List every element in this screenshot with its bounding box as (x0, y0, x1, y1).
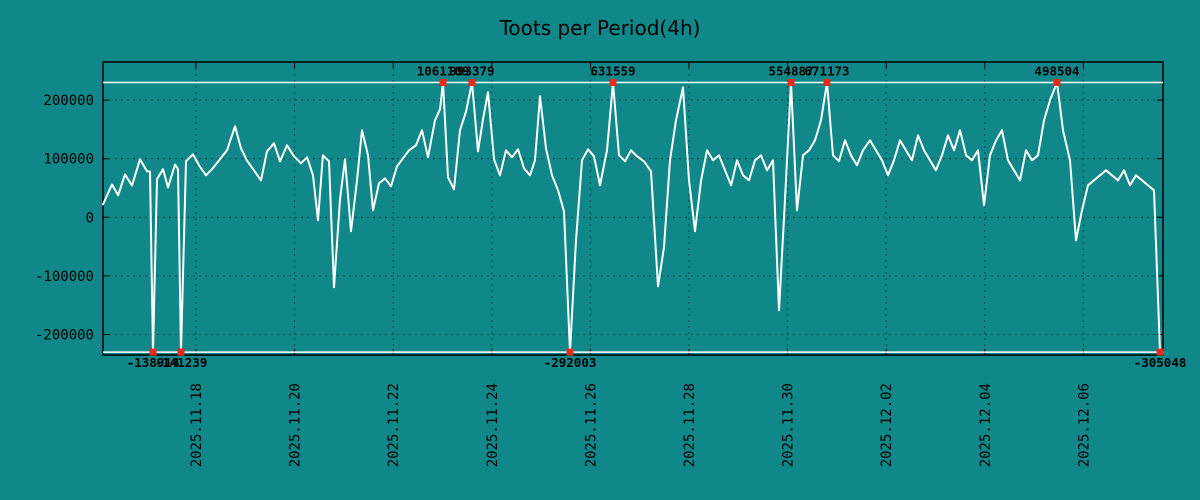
x-tick-label: 2025.11.26 (583, 383, 599, 467)
extreme-value-label: -292003 (544, 355, 597, 370)
clip-marker (566, 348, 574, 356)
y-tick-label: -100000 (35, 269, 94, 285)
chart-title: Toots per Period(4h) (499, 16, 701, 40)
x-tick-label: 2025.12.04 (978, 383, 994, 467)
extreme-value-label: 993379 (449, 64, 494, 79)
x-tick-label: 2025.11.24 (485, 383, 501, 467)
extreme-value-label: 498504 (1034, 64, 1079, 79)
extreme-value-label: 631559 (590, 64, 635, 79)
y-tick-label: -200000 (35, 327, 94, 343)
clip-marker (468, 79, 476, 87)
y-tick-label: 0 (86, 210, 94, 226)
x-tick-label: 2025.11.28 (682, 383, 698, 467)
clip-marker (823, 79, 831, 87)
x-tick-label: 2025.11.20 (288, 383, 304, 467)
extreme-value-label: 671173 (804, 64, 849, 79)
series-line (102, 81, 1164, 354)
x-tick-label: 2025.12.02 (879, 383, 895, 467)
clip-marker (787, 79, 795, 87)
clip-marker (1156, 348, 1164, 356)
clip-marker (149, 348, 157, 356)
y-tick-label: 100000 (43, 152, 94, 168)
clip-marker (1053, 79, 1061, 87)
x-tick-label: 2025.11.30 (781, 383, 797, 467)
x-tick-label: 2025.12.06 (1076, 383, 1092, 467)
plot-border (102, 61, 1164, 356)
extreme-value-label: -305048 (1134, 355, 1187, 370)
clip-marker (609, 79, 617, 87)
extreme-value-label: -138914 (127, 355, 180, 370)
extreme-value-label: 1061109 (417, 64, 470, 79)
clip-marker (177, 348, 185, 356)
y-tick-label: 200000 (43, 93, 94, 109)
x-tick-label: 2025.11.22 (386, 383, 402, 467)
clip-marker (439, 79, 447, 87)
x-tick-label: 2025.11.18 (189, 383, 205, 467)
extreme-value-label: 554887 (768, 64, 813, 79)
extreme-value-label: -141239 (155, 355, 208, 370)
